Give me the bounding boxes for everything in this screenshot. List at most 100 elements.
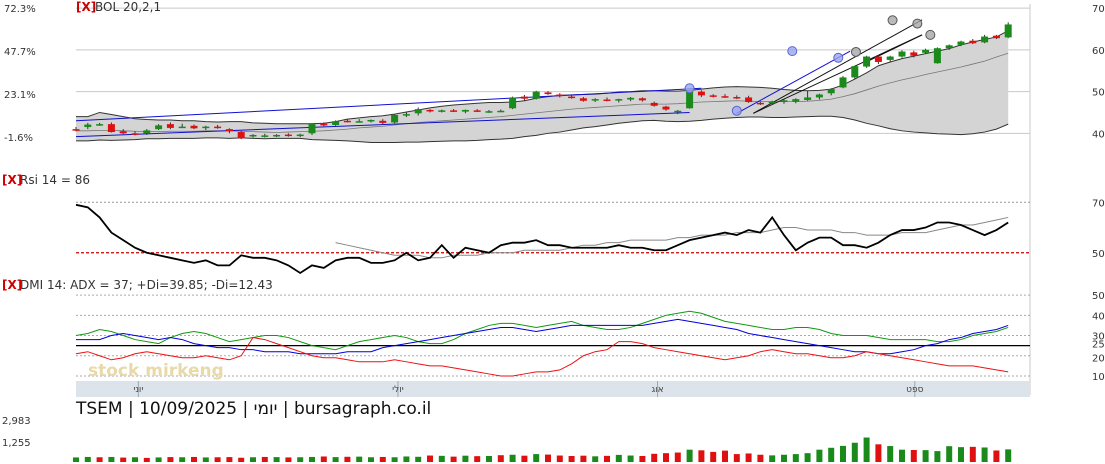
volume-bar: [143, 457, 150, 462]
candle-up: [155, 125, 163, 130]
volume-bar: [769, 455, 776, 462]
candle-up: [202, 126, 210, 129]
trendline-anchor-point: [887, 15, 898, 26]
candle-up: [402, 114, 410, 116]
candle-down: [237, 132, 245, 139]
candle-up: [497, 110, 505, 113]
candle-up: [957, 41, 965, 45]
candle-down: [697, 91, 705, 96]
volume-bar: [816, 449, 823, 462]
bollinger-upper-line: [76, 30, 1009, 125]
candle-down: [662, 106, 670, 110]
volume-tick: 1,255: [2, 438, 31, 449]
trendline-anchor-point: [912, 18, 923, 29]
volume-bar: [179, 457, 186, 462]
x-axis-bar: [76, 381, 1030, 397]
trendline-anchor-point: [833, 52, 844, 63]
volume-bar: [356, 456, 363, 462]
volume-bar: [497, 455, 504, 462]
rsi-average-line: [335, 216, 1009, 259]
volume-bar: [946, 446, 953, 462]
volume-bar: [332, 457, 339, 462]
candle-up: [438, 110, 446, 112]
rsi-close-button[interactable]: [X]: [2, 173, 22, 187]
volume-bar: [155, 457, 162, 462]
price-right-tick: 60: [1092, 46, 1105, 57]
price-left-tick: 23.1%: [4, 90, 36, 101]
volume-bar: [698, 450, 705, 462]
price-right-tick: 50: [1092, 88, 1105, 99]
month-label: ספט: [906, 385, 923, 395]
volume-bar: [391, 457, 398, 462]
trendline-anchor-point: [684, 83, 695, 94]
candle-up: [627, 97, 635, 100]
candle-up: [922, 49, 930, 53]
volume-bar: [745, 453, 752, 462]
candle-down: [544, 92, 552, 95]
volume-bar: [568, 456, 575, 462]
candle-down: [556, 94, 564, 97]
candle-down: [992, 35, 1000, 39]
volume-bar: [509, 454, 516, 462]
volume-bar: [851, 442, 858, 462]
dmi-close-button[interactable]: [X]: [2, 278, 22, 292]
candle-up: [1004, 24, 1012, 38]
candle-up: [249, 134, 257, 137]
close-button[interactable]: [X]: [76, 0, 96, 14]
bollinger-lower-line: [76, 115, 1009, 143]
volume-bar: [238, 457, 245, 462]
candle-up: [143, 130, 151, 134]
candle-down: [450, 110, 458, 112]
candle-up: [686, 91, 694, 109]
candle-up: [615, 99, 623, 101]
candle-down: [745, 97, 753, 103]
rsi-line: [75, 203, 1009, 275]
volume-bar: [167, 457, 174, 462]
volume-bar: [969, 446, 976, 462]
rsi-right-tick: 70: [1092, 198, 1105, 209]
volume-bar: [556, 455, 563, 462]
volume-bar: [261, 456, 268, 462]
candle-down: [119, 131, 127, 134]
volume-bar: [828, 447, 835, 462]
trendline: [753, 19, 923, 114]
candle-up: [981, 36, 989, 43]
candle-up: [898, 51, 906, 57]
dmi-minus-di-line: [75, 337, 1009, 377]
volume-bar: [686, 449, 693, 462]
volume-bar: [214, 457, 221, 462]
rsi-label: Rsi 14 = 86: [20, 173, 90, 187]
candle-up: [485, 111, 493, 113]
candle-down: [650, 102, 658, 106]
volume-bar: [1005, 449, 1012, 462]
trendline: [868, 34, 923, 62]
dmi-right-tick: 40: [1092, 311, 1105, 322]
volume-bar: [73, 457, 79, 462]
trendline: [736, 50, 851, 114]
candle-down: [756, 102, 764, 105]
indicator-label: BOL 20,2,1: [95, 0, 161, 14]
candle-down: [733, 97, 741, 99]
candle-down: [473, 110, 481, 112]
candle-down: [568, 96, 576, 99]
volume-bar: [273, 457, 280, 462]
price-left-tick: -1.6%: [4, 133, 33, 144]
candle-down: [520, 96, 528, 99]
volume-bar: [132, 457, 138, 462]
watermark-text: stock mirkeng: [88, 361, 224, 381]
candle-down: [969, 40, 977, 44]
volume-bar: [757, 454, 764, 462]
volume-bar: [840, 445, 846, 462]
candle-down: [426, 109, 434, 112]
volume-bar: [226, 457, 233, 462]
candle-up: [296, 134, 304, 137]
volume-bar: [250, 457, 256, 462]
candle-up: [308, 124, 316, 134]
dmi-right-tick: 25: [1092, 340, 1105, 351]
volume-bar: [604, 455, 610, 462]
candle-down: [284, 134, 292, 137]
volume-bar: [202, 457, 209, 462]
candle-up: [815, 94, 823, 98]
volume-bar: [781, 454, 787, 462]
